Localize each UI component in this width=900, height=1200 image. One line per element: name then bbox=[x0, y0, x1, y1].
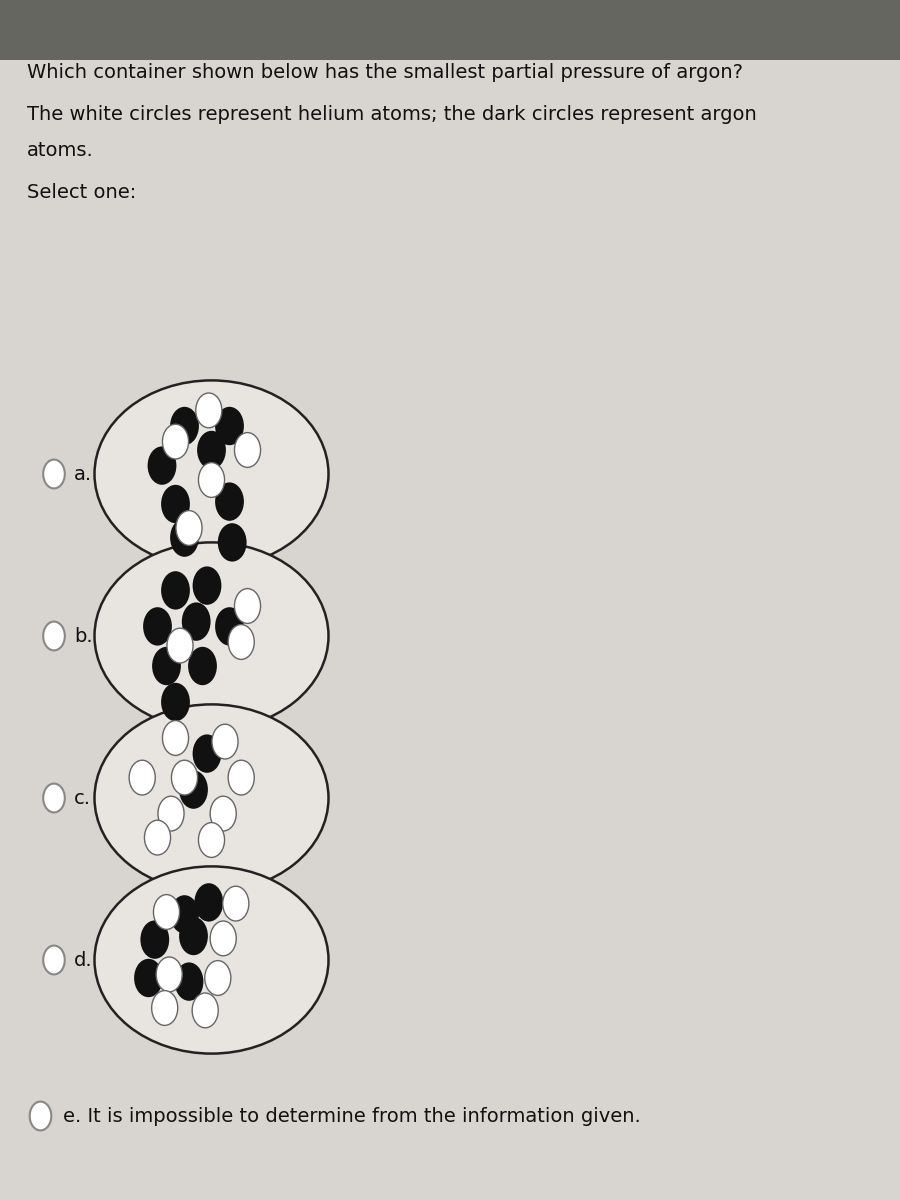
Text: e. It is impossible to determine from the information given.: e. It is impossible to determine from th… bbox=[63, 1106, 641, 1126]
Circle shape bbox=[43, 946, 65, 974]
Bar bbox=[0, 0, 900, 60]
Circle shape bbox=[170, 895, 199, 934]
Circle shape bbox=[188, 647, 217, 685]
Circle shape bbox=[204, 960, 230, 995]
Circle shape bbox=[215, 407, 244, 445]
Circle shape bbox=[161, 683, 190, 721]
Ellipse shape bbox=[94, 542, 328, 730]
Circle shape bbox=[151, 990, 178, 1025]
Circle shape bbox=[198, 462, 225, 497]
Circle shape bbox=[193, 566, 221, 605]
Circle shape bbox=[234, 432, 261, 467]
Circle shape bbox=[167, 629, 194, 662]
Circle shape bbox=[43, 784, 65, 812]
Circle shape bbox=[152, 647, 181, 685]
Text: atoms.: atoms. bbox=[27, 140, 94, 160]
Circle shape bbox=[215, 482, 244, 521]
Circle shape bbox=[171, 761, 198, 794]
Circle shape bbox=[143, 607, 172, 646]
Circle shape bbox=[134, 959, 163, 997]
Circle shape bbox=[144, 821, 171, 854]
Circle shape bbox=[30, 1102, 51, 1130]
Circle shape bbox=[140, 920, 169, 959]
Circle shape bbox=[176, 510, 202, 545]
Circle shape bbox=[182, 602, 211, 641]
Text: Select one:: Select one: bbox=[27, 182, 136, 202]
Circle shape bbox=[194, 883, 223, 922]
Circle shape bbox=[170, 407, 199, 445]
Circle shape bbox=[212, 724, 238, 758]
Circle shape bbox=[158, 797, 184, 830]
Text: The white circles represent helium atoms; the dark circles represent argon: The white circles represent helium atoms… bbox=[27, 104, 757, 124]
Circle shape bbox=[153, 895, 180, 929]
Circle shape bbox=[198, 823, 225, 857]
Circle shape bbox=[193, 992, 219, 1027]
Ellipse shape bbox=[94, 866, 328, 1054]
Circle shape bbox=[229, 761, 255, 794]
Circle shape bbox=[218, 523, 247, 562]
Circle shape bbox=[161, 571, 190, 610]
Circle shape bbox=[215, 607, 244, 646]
Circle shape bbox=[196, 394, 222, 428]
Circle shape bbox=[179, 770, 208, 809]
Circle shape bbox=[43, 460, 65, 488]
Circle shape bbox=[210, 922, 236, 955]
Circle shape bbox=[193, 734, 221, 773]
Circle shape bbox=[162, 720, 189, 756]
Circle shape bbox=[179, 917, 208, 955]
Text: Which container shown below has the smallest partial pressure of argon?: Which container shown below has the smal… bbox=[27, 62, 743, 82]
Circle shape bbox=[197, 431, 226, 469]
Circle shape bbox=[223, 886, 248, 922]
Text: a.: a. bbox=[74, 464, 92, 484]
Circle shape bbox=[157, 958, 182, 991]
Circle shape bbox=[129, 761, 155, 794]
Text: d.: d. bbox=[74, 950, 93, 970]
Circle shape bbox=[162, 425, 189, 458]
Text: c.: c. bbox=[74, 788, 91, 808]
Circle shape bbox=[210, 797, 236, 830]
Ellipse shape bbox=[94, 380, 328, 568]
Text: b.: b. bbox=[74, 626, 93, 646]
Circle shape bbox=[161, 485, 190, 523]
Circle shape bbox=[229, 624, 255, 659]
Circle shape bbox=[175, 962, 203, 1001]
Ellipse shape bbox=[94, 704, 328, 892]
Circle shape bbox=[170, 518, 199, 557]
Circle shape bbox=[234, 588, 261, 624]
Circle shape bbox=[148, 446, 176, 485]
Circle shape bbox=[43, 622, 65, 650]
